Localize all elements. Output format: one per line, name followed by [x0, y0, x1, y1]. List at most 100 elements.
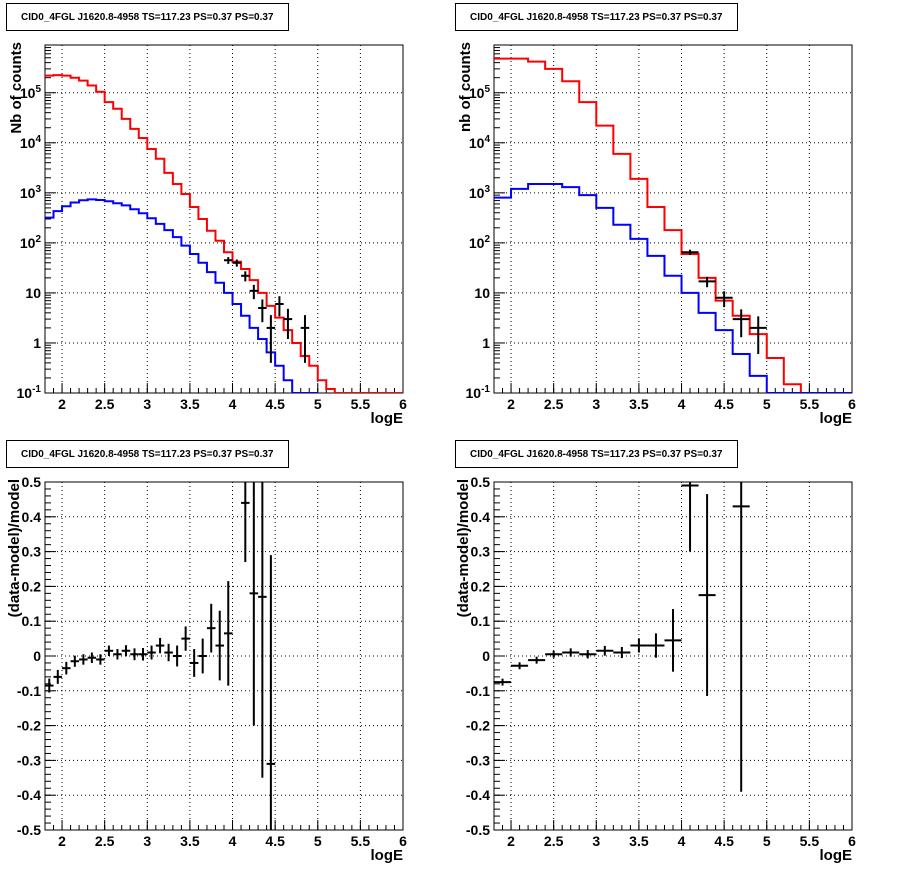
histogram-series: [494, 57, 852, 393]
x-axis-title: logE: [371, 847, 404, 864]
data-point: [579, 650, 597, 659]
data-point: [249, 284, 259, 300]
data-layer: [45, 74, 403, 393]
data-point: [749, 316, 767, 355]
data-point: [96, 654, 105, 665]
data-layer: [494, 482, 750, 792]
data-point: [732, 309, 750, 338]
data-point: [147, 645, 156, 660]
x-tick-label: 3: [143, 833, 151, 849]
y-tick-label: 0.5: [471, 474, 491, 490]
data-point: [45, 678, 54, 693]
data-point: [189, 649, 199, 677]
x-tick-label: 5: [314, 396, 322, 412]
x-tick-label: 3: [592, 396, 600, 412]
x-tick-label: 4: [678, 396, 686, 412]
x-tick-label: 2: [507, 833, 515, 849]
y-tick-label: 0.4: [22, 509, 42, 525]
counts-panel-left: CID0_4FGL J1620.8-4958 TS=117.23 PS=0.37…: [0, 0, 449, 437]
x-tick-label: 6: [399, 396, 407, 412]
data-point: [681, 482, 699, 552]
y-tick-label: 1: [33, 335, 41, 351]
histogram-series: [45, 74, 403, 393]
data-point: [87, 652, 97, 663]
x-axis-title: logE: [371, 410, 404, 427]
x-tick-label: 5.5: [800, 833, 820, 849]
counts-plot: 2 2.5 3 3.5 4 4.5 5 5.5 6 10-1 1 10 102 103 104 105 logE…: [8, 42, 407, 427]
y-tick-label: 0: [482, 648, 490, 664]
x-tick-label: 2.5: [544, 396, 564, 412]
data-point: [630, 638, 648, 653]
data-point: [596, 645, 614, 656]
data-point: [172, 645, 182, 667]
data-point: [647, 633, 665, 658]
x-tick-label: 4.5: [265, 833, 285, 849]
x-tick-label: 2.5: [544, 833, 564, 849]
x-tick-label: 2: [507, 396, 515, 412]
plot-title: CID0_4FGL J1620.8-4958 TS=117.23 PS=0.37…: [6, 440, 289, 468]
y-tick-label: -0.4: [466, 787, 490, 803]
y-tick-label: 105: [20, 84, 42, 101]
data-point: [732, 482, 750, 792]
y-tick-label: 0.2: [471, 578, 491, 594]
y-axis-title: Nb of counts: [8, 42, 25, 134]
data-point: [113, 649, 122, 660]
plot-title: CID0_4FGL J1620.8-4958 TS=117.23 PS=0.37…: [455, 440, 738, 468]
data-point: [198, 638, 207, 674]
data-point: [258, 299, 267, 323]
x-tick-label: 5.5: [800, 396, 820, 412]
x-tick-label: 4: [229, 396, 237, 412]
y-tick-label: 102: [20, 234, 42, 251]
data-layer: [45, 482, 276, 830]
y-tick-label: 0.3: [22, 544, 42, 560]
x-tick-label: 6: [399, 833, 407, 849]
x-tick-label: 2: [58, 396, 66, 412]
y-tick-label: -0.1: [466, 683, 490, 699]
y-tick-label: 1: [482, 335, 490, 351]
plot-frame: [44, 44, 404, 394]
data-point: [266, 315, 276, 363]
x-tick-label: 5: [314, 833, 322, 849]
x-tick-label: 4: [678, 833, 686, 849]
x-tick-label: 3.5: [180, 833, 200, 849]
grid: [45, 45, 403, 393]
data-point: [681, 249, 699, 256]
y-tick-label: 103: [20, 184, 42, 201]
y-tick-label: 0.1: [22, 613, 42, 629]
data-point: [79, 654, 88, 665]
residual-panel-left: CID0_4FGL J1620.8-4958 TS=117.23 PS=0.37…: [0, 437, 449, 874]
y-tick-label: -0.3: [17, 752, 41, 768]
x-tick-label: 4: [229, 833, 237, 849]
y-tick-label: -0.2: [466, 718, 490, 734]
data-point: [62, 661, 71, 675]
x-tick-label: 4.5: [714, 833, 734, 849]
data-point: [698, 276, 716, 288]
x-tick-label: 3.5: [629, 396, 649, 412]
residual-panel-right: CID0_4FGL J1620.8-4958 TS=117.23 PS=0.37…: [449, 437, 898, 874]
data-point: [215, 610, 224, 681]
x-tick-label: 5.5: [351, 396, 371, 412]
data-point: [300, 315, 310, 363]
data-point: [130, 648, 139, 661]
x-tick-label: 3.5: [629, 833, 649, 849]
x-tick-label: 2.5: [95, 396, 115, 412]
y-tick-label: -0.2: [17, 718, 41, 734]
y-tick-label: 0.3: [471, 544, 491, 560]
y-tick-label: 0.5: [22, 474, 42, 490]
y-tick-label: 105: [469, 84, 491, 101]
histogram-series: [45, 198, 318, 393]
plot-title: CID0_4FGL J1620.8-4958 TS=117.23 PS=0.37…: [455, 3, 738, 31]
y-tick-label: 0.1: [471, 613, 491, 629]
data-point: [155, 637, 165, 654]
data-point: [275, 296, 284, 317]
data-point: [121, 645, 131, 657]
plot-frame: [493, 44, 853, 394]
x-axis-title: logE: [820, 847, 853, 864]
plot-title: CID0_4FGL J1620.8-4958 TS=117.23 PS=0.37…: [6, 3, 289, 31]
data-point: [258, 482, 267, 778]
x-tick-label: 6: [848, 833, 856, 849]
x-tick-label: 4.5: [714, 396, 734, 412]
counts-panel-right: CID0_4FGL J1620.8-4958 TS=117.23 PS=0.37…: [449, 0, 898, 437]
y-tick-label: -0.1: [17, 683, 41, 699]
x-axis-title: logE: [820, 410, 853, 427]
